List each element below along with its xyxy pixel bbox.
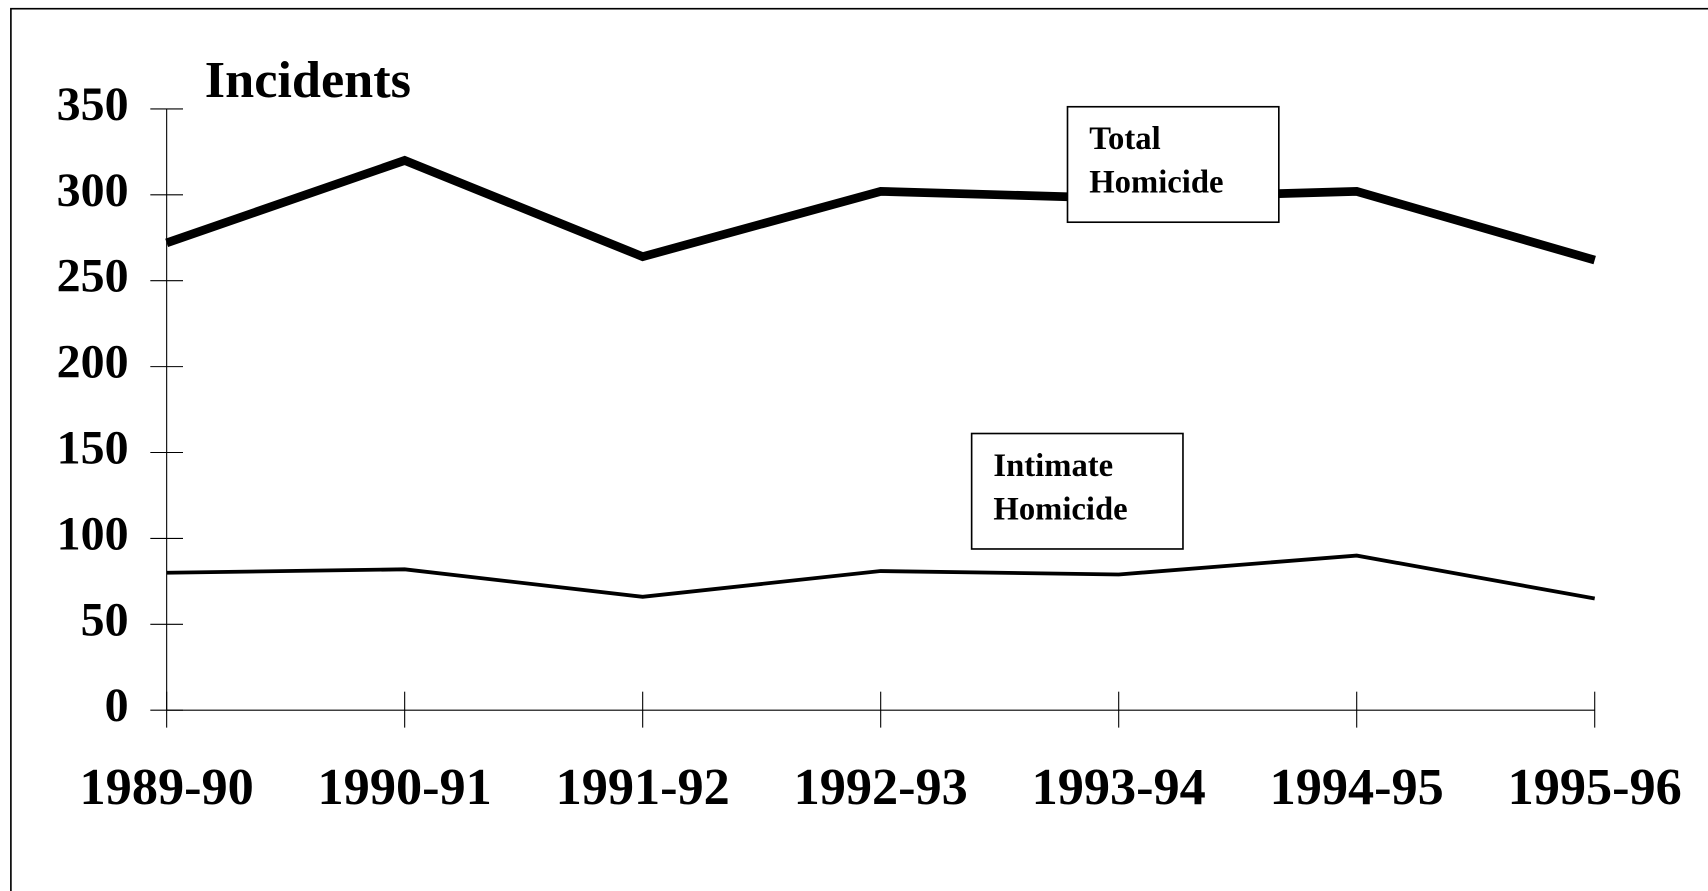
y-tick-label: 350 [57, 78, 129, 131]
y-tick-label: 200 [57, 336, 129, 389]
data-line [166, 553, 1596, 601]
annotation-box [970, 432, 1184, 550]
annotation-text: Homicide [993, 491, 1127, 527]
y-tick-label: 50 [81, 593, 129, 646]
x-tick-label: 1992-93 [794, 758, 968, 816]
y-tick-label: 150 [57, 422, 129, 475]
data-line [165, 155, 1596, 265]
x-tick-label: 1993-94 [1032, 758, 1206, 816]
y-tick-label: 300 [57, 164, 129, 217]
annotation-text: Total [1089, 121, 1160, 157]
x-tick-label: 1991-92 [556, 758, 730, 816]
y-tick-label: 250 [57, 250, 129, 303]
annotation-box [1066, 105, 1280, 224]
x-tick-label: 1994-95 [1270, 758, 1444, 816]
x-tick-label: 1989-90 [80, 758, 254, 816]
frame [10, 7, 1708, 891]
x-tick-label: 1990-91 [318, 758, 492, 816]
chart-title: Incidents [205, 51, 411, 109]
y-tick-label: 0 [105, 679, 129, 732]
y-tick-label: 100 [57, 507, 129, 560]
annotation-text: Intimate [993, 448, 1113, 484]
x-tick-label: 1995-96 [1508, 758, 1682, 816]
annotation-text: Homicide [1089, 165, 1223, 201]
